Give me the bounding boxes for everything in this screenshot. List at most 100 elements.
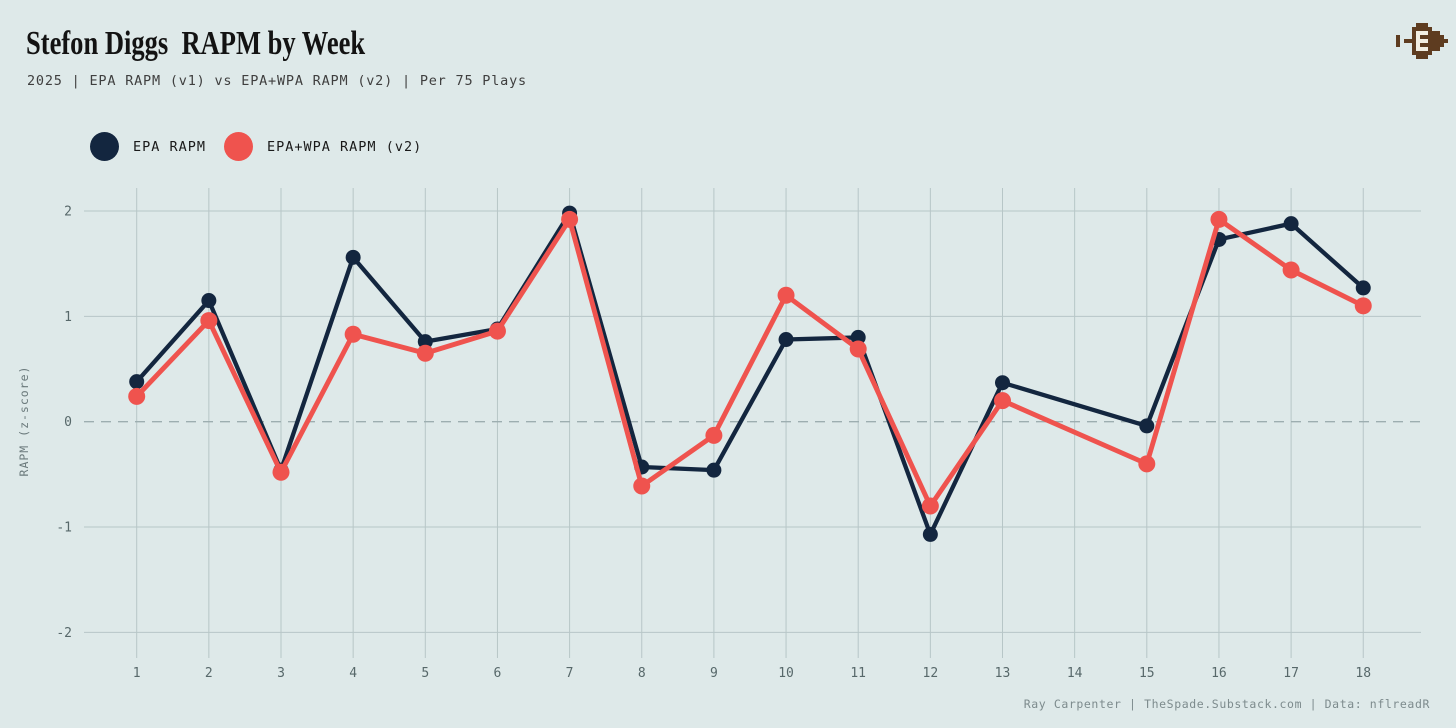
logo-pixel [1428, 39, 1432, 43]
data-point-epa-wpa-rapm [705, 426, 723, 444]
logo-pixel [1428, 35, 1432, 39]
data-point-epa-wpa-rapm [921, 497, 939, 515]
pixel-football-icon [1396, 23, 1448, 59]
x-tick-label: 17 [1283, 666, 1299, 681]
logo-pixel [1412, 27, 1416, 31]
x-tick-label: 6 [494, 666, 502, 681]
data-point-epa-wpa-rapm [561, 210, 579, 228]
x-tick-label: 12 [923, 666, 939, 681]
logo-pixel [1444, 39, 1448, 43]
data-point-epa-wpa-rapm [1354, 297, 1372, 315]
data-point-epa-wpa-rapm [1210, 210, 1228, 228]
logo-pixel [1424, 35, 1428, 39]
data-point-epa-wpa-rapm [200, 312, 218, 330]
logo-pixel [1412, 35, 1416, 39]
logo-lace-pixel [1420, 31, 1424, 35]
logo-pixel [1440, 35, 1444, 39]
logo-pixel [1404, 39, 1408, 43]
x-tick-label: 1 [133, 666, 141, 681]
data-point-epa-wpa-rapm [128, 387, 146, 405]
series-line-epa-wpa-rapm [134, 216, 1366, 509]
logo-pixel [1436, 31, 1440, 35]
data-point-epa-wpa-rapm [633, 477, 651, 495]
x-tick-label: 2 [205, 666, 213, 681]
data-point-epa-wpa-rapm [344, 325, 362, 343]
logo-pixel [1428, 47, 1432, 51]
logo-pixel [1412, 31, 1416, 35]
data-point-epa-wpa-rapm [272, 463, 290, 481]
logo-lace-pixel [1424, 47, 1428, 51]
logo-pixel [1420, 27, 1424, 31]
logo-lace-pixel [1416, 35, 1420, 39]
logo-pixel [1424, 55, 1428, 59]
logo-pixel [1424, 43, 1428, 47]
logo-pixel [1412, 47, 1416, 51]
data-point-epa-rapm [995, 375, 1010, 391]
data-point-epa-rapm [1283, 216, 1299, 232]
logo-pixel [1396, 35, 1400, 39]
logo-pixel [1428, 43, 1432, 47]
legend-label-epa-rapm: EPA RAPM [133, 138, 207, 155]
logo-lace-pixel [1420, 47, 1424, 51]
logo-pixel [1420, 35, 1424, 39]
logo-pixel [1432, 47, 1436, 51]
logo-pixel [1436, 43, 1440, 47]
logo-pixel [1412, 43, 1416, 47]
logo-pixel [1424, 23, 1428, 27]
logo-pixel [1440, 43, 1444, 47]
x-tick-label: 13 [995, 666, 1011, 681]
logo-pixel [1396, 39, 1400, 43]
logo-pixel [1416, 27, 1420, 31]
data-point-epa-wpa-rapm [994, 392, 1011, 410]
logo-pixel [1412, 39, 1416, 43]
logo-lace-pixel [1424, 39, 1428, 43]
logo-pixel [1424, 27, 1428, 31]
credit-footer: Ray Carpenter | TheSpade.Substack.com | … [1023, 697, 1430, 711]
legend-item-epa-rapm: EPA RAPM [90, 132, 206, 161]
data-point-epa-wpa-rapm [849, 340, 867, 358]
data-point-epa-rapm [850, 329, 866, 345]
chart-legend: EPA RAPM EPA+WPA RAPM (v2) [90, 132, 422, 161]
data-point-epa-rapm [922, 526, 938, 542]
logo-lace-pixel [1420, 39, 1424, 43]
data-point-epa-rapm [129, 374, 145, 390]
logo-pixel [1412, 51, 1416, 55]
epa-rapm-swatch [90, 132, 119, 161]
y-tick-label: 2 [64, 205, 72, 220]
x-tick-label: 9 [710, 666, 718, 681]
data-point-epa-rapm [1355, 280, 1371, 296]
x-tick-label: 8 [638, 666, 646, 681]
logo-lace-pixel [1424, 31, 1428, 35]
page-subtitle: 2025 | EPA RAPM (v1) vs EPA+WPA RAPM (v2… [27, 73, 527, 89]
logo-pixel [1416, 51, 1420, 55]
legend-label-epa-wpa-rapm: EPA+WPA RAPM (v2) [267, 138, 423, 155]
logo-lace-pixel [1416, 43, 1420, 47]
logo-pixel [1428, 27, 1432, 31]
data-point-epa-wpa-rapm [416, 344, 434, 362]
logo-pixel [1420, 43, 1424, 47]
x-tick-label: 16 [1211, 666, 1227, 681]
legend-item-epa-wpa-rapm: EPA+WPA RAPM (v2) [224, 132, 422, 161]
logo-pixel [1424, 51, 1428, 55]
logo-pixel [1416, 23, 1420, 27]
y-axis-title: RAPM (z-score) [17, 366, 31, 477]
x-tick-label: 5 [421, 666, 429, 681]
data-point-epa-rapm [345, 249, 361, 265]
data-point-epa-rapm [778, 332, 794, 348]
logo-lace-pixel [1416, 47, 1420, 51]
logo-pixel [1428, 51, 1432, 55]
logo-pixel [1416, 55, 1420, 59]
data-point-epa-wpa-rapm [1282, 261, 1300, 279]
logo-pixel [1420, 55, 1424, 59]
x-tick-label: 10 [778, 666, 794, 681]
logo-pixel [1432, 31, 1436, 35]
logo-pixel [1432, 43, 1436, 47]
x-tick-label: 18 [1355, 666, 1371, 681]
data-point-epa-rapm [1139, 418, 1155, 434]
data-point-epa-rapm [417, 334, 433, 350]
y-tick-label: 1 [64, 310, 72, 325]
x-tick-label: 3 [277, 666, 285, 681]
series-line-epa-rapm [134, 210, 1366, 537]
y-tick-label: 0 [64, 415, 72, 430]
